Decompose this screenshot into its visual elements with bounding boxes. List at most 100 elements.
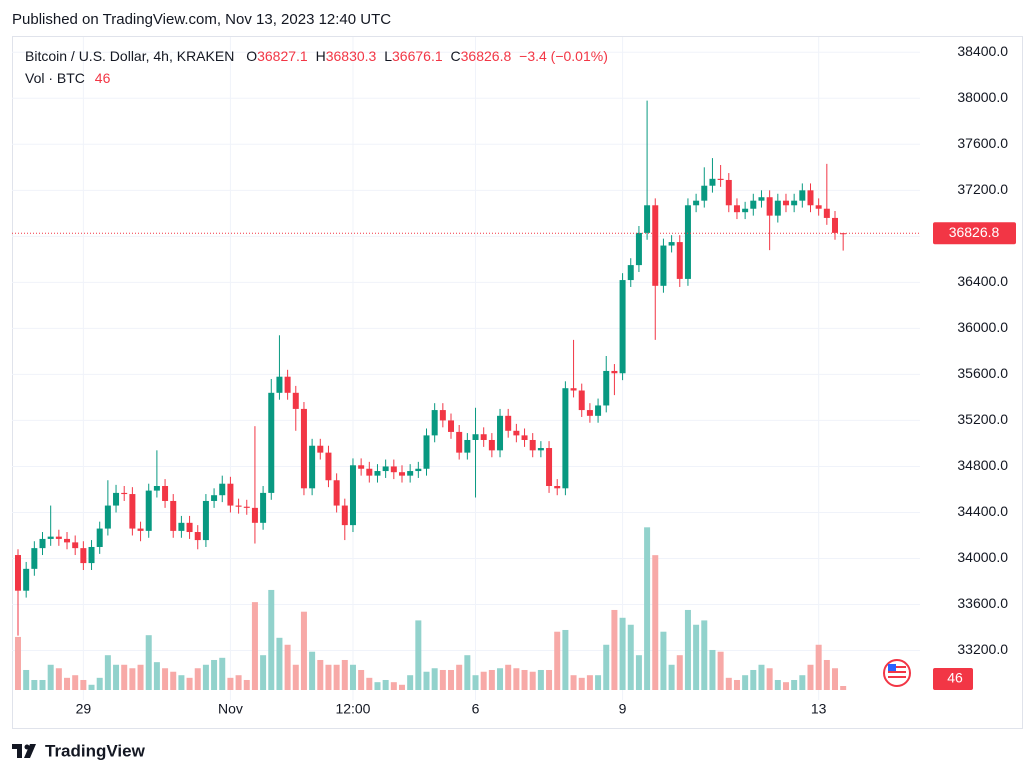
candle-body: [431, 410, 438, 436]
volume-bar: [423, 671, 430, 690]
volume-bar: [374, 682, 381, 690]
volume-bar: [635, 655, 642, 690]
volume-label: Vol · BTC: [25, 70, 85, 86]
candle-body: [23, 568, 30, 591]
o-label: O: [246, 48, 257, 64]
candle-body: [251, 507, 258, 523]
volume-bar: [701, 620, 708, 690]
candle-body: [145, 490, 152, 531]
candle-body: [88, 546, 95, 564]
volume-bar: [170, 671, 177, 690]
candle-body: [358, 465, 365, 469]
volume-bar: [162, 668, 169, 690]
candle-body: [782, 200, 789, 206]
x-tick-label: Nov: [218, 701, 243, 717]
volume-bar: [309, 651, 316, 690]
candle-body: [31, 548, 38, 569]
volume-bar: [758, 664, 765, 690]
volume-bar: [774, 679, 781, 690]
volume-bar: [464, 655, 471, 690]
volume-bar: [529, 671, 536, 690]
x-tick-label: 12:00: [335, 701, 370, 717]
o-value: 36827.1: [257, 48, 308, 64]
volume-bar: [807, 664, 814, 690]
volume-bar: [227, 677, 234, 690]
candle-body: [701, 185, 708, 201]
volume-bar: [366, 677, 373, 690]
volume-bar: [219, 657, 226, 690]
volume-bar: [15, 636, 21, 690]
candle-body: [309, 445, 316, 489]
volume-bar: [39, 679, 46, 690]
volume-bar: [595, 675, 602, 690]
candle-body: [398, 472, 405, 476]
candle-body: [382, 466, 389, 472]
candle-body: [562, 388, 569, 489]
candle-body: [586, 410, 593, 416]
candle-body: [178, 522, 185, 531]
volume-bar: [832, 668, 838, 690]
y-tick-label: 38400.0: [957, 43, 1008, 59]
candle-body: [448, 420, 455, 432]
volume-bar: [472, 675, 479, 690]
candle-body: [72, 542, 79, 549]
volume-bars: [15, 527, 847, 690]
candle-body: [750, 200, 757, 209]
candle-body: [644, 205, 651, 233]
header: Bitcoin / U.S. Dollar, 4h, KRAKEN O36827…: [25, 48, 608, 64]
candle-body: [709, 178, 716, 186]
candle-body: [162, 486, 169, 501]
h-value: 36830.3: [326, 48, 377, 64]
volume-bar: [684, 609, 691, 690]
price-label-box: [933, 222, 1016, 245]
volume-bar: [782, 682, 789, 690]
candle-body: [219, 483, 226, 496]
candle-body: [333, 480, 340, 506]
candle-body: [791, 200, 798, 206]
volume-bar: [398, 684, 405, 690]
y-tick-label: 34800.0: [957, 457, 1008, 473]
volume-bar: [104, 655, 111, 690]
candle-body: [717, 178, 724, 180]
candle-body: [47, 536, 54, 539]
volume-bar: [456, 664, 463, 690]
volume-bar: [194, 668, 201, 690]
candle-body: [660, 245, 667, 286]
grid: [12, 37, 920, 700]
c-value: 36826.8: [461, 48, 512, 64]
volume-bar: [64, 677, 71, 690]
candle-body: [292, 392, 299, 409]
volume-bar: [431, 668, 438, 690]
candle-body: [546, 448, 553, 487]
candle-body: [202, 500, 209, 541]
candle-body: [595, 405, 602, 416]
volume-bar: [627, 624, 634, 690]
candle-body: [668, 242, 675, 246]
candle-body: [366, 468, 373, 476]
price-label: 36826.8: [949, 224, 1000, 240]
change: −3.4 (−0.01%): [519, 48, 608, 64]
volume-bar: [505, 664, 512, 690]
volume-bar: [55, 668, 62, 690]
volume-bar: [570, 675, 577, 690]
volume-bar: [554, 631, 561, 690]
candle-body: [235, 505, 242, 507]
y-tick-label: 34400.0: [957, 503, 1008, 519]
volume-bar: [407, 675, 414, 690]
candle-body: [260, 492, 267, 523]
volume-bar: [742, 675, 749, 690]
volume-bar: [137, 664, 144, 690]
volume-bar: [693, 624, 700, 690]
candle-body: [407, 471, 414, 476]
candle-body: [390, 466, 397, 473]
volume-bar: [840, 685, 847, 690]
symbol: Bitcoin / U.S. Dollar, 4h, KRAKEN: [25, 48, 234, 64]
candle-body: [96, 528, 103, 547]
volume-bar: [317, 659, 324, 690]
volume-bar: [513, 668, 520, 690]
volume-bar: [750, 669, 757, 690]
candle-body: [603, 370, 610, 406]
volume-bar: [349, 664, 356, 690]
y-tick-label: 37600.0: [957, 135, 1008, 151]
volume-bar: [611, 609, 618, 690]
